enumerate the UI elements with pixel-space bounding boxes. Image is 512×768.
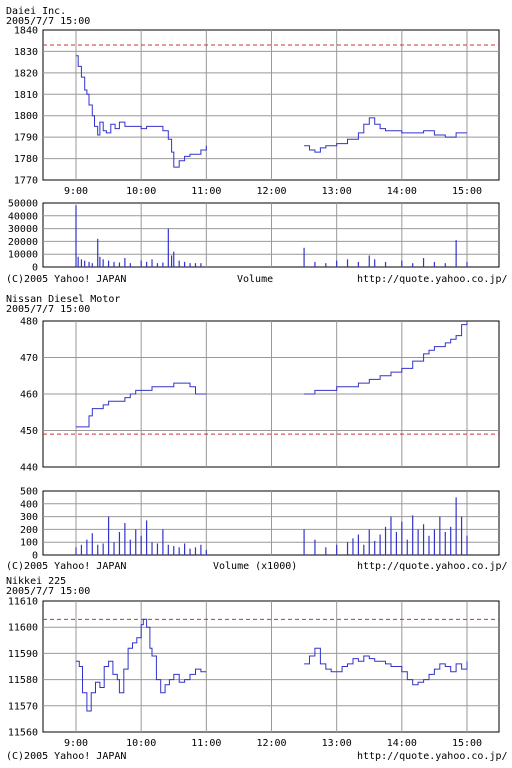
- y-tick-label: 1780: [14, 154, 38, 165]
- x-tick-label: 9:00: [64, 186, 88, 197]
- x-tick-label: 14:00: [387, 186, 417, 197]
- x-tick-label: 11:00: [191, 186, 221, 197]
- y-tick-label: 1810: [14, 90, 38, 101]
- daiei-price-chart: 9:00 10:00 11:00 12:00 13:00 14:00 15:00 1770 17…: [14, 26, 500, 197]
- y-tick-label: 1840: [14, 26, 38, 37]
- x-tick-label: 12:00: [256, 738, 286, 749]
- daiei-copyright: (C)2005 Yahoo! JAPAN: [6, 274, 126, 285]
- y-tick-label: 1790: [14, 133, 38, 144]
- x-tick-label: 13:00: [322, 186, 352, 197]
- x-tick-label: 14:00: [387, 738, 417, 749]
- y-tick-label: 30000: [8, 224, 38, 235]
- y-tick-label: 1820: [14, 68, 38, 79]
- x-tick-label: 12:00: [256, 186, 286, 197]
- nissan-price-chart: 440 450 460 470 480: [20, 317, 500, 474]
- y-tick-label: 200: [20, 525, 38, 536]
- y-tick-label: 20000: [8, 237, 38, 248]
- y-tick-label: 11560: [8, 728, 38, 739]
- price-line-segment: [304, 647, 468, 686]
- y-tick-label: 0: [32, 551, 38, 562]
- x-tick-label: 13:00: [322, 738, 352, 749]
- x-tick-label: 15:00: [452, 186, 482, 197]
- y-tick-label: 0: [32, 263, 38, 274]
- price-line-segment: [304, 117, 467, 153]
- daiei-timestamp: 2005/7/7 15:00: [6, 16, 90, 27]
- x-tick-label: 15:00: [452, 738, 482, 749]
- x-tick-label: 11:00: [191, 738, 221, 749]
- y-tick-label: 1830: [14, 47, 38, 58]
- y-tick-label: 100: [20, 538, 38, 549]
- daiei-volume-label: Volume: [237, 274, 273, 285]
- daiei-source-url[interactable]: http://quote.yahoo.co.jp/: [357, 274, 508, 285]
- y-tick-label: 450: [20, 426, 38, 437]
- price-line-segment: [304, 321, 468, 395]
- y-tick-label: 11610: [8, 597, 38, 608]
- y-tick-label: 480: [20, 317, 38, 328]
- nikkei-price-chart: 9:00 10:00 11:00 12:00 13:00 14:00 15:00 11560 1…: [8, 597, 500, 749]
- y-tick-label: 50000: [8, 199, 38, 210]
- y-tick-label: 300: [20, 512, 38, 523]
- y-tick-label: 1800: [14, 111, 38, 122]
- x-tick-label: 10:00: [126, 186, 156, 197]
- y-tick-label: 440: [20, 463, 38, 474]
- y-tick-label: 460: [20, 390, 38, 401]
- daiei-title: Daiei Inc.: [6, 6, 66, 17]
- x-tick-label: 9:00: [64, 738, 88, 749]
- nikkei-timestamp: 2005/7/7 15:00: [6, 586, 90, 597]
- y-tick-label: 500: [20, 487, 38, 498]
- nissan-source-url[interactable]: http://quote.yahoo.co.jp/: [357, 561, 508, 572]
- nissan-copyright: (C)2005 Yahoo! JAPAN: [6, 561, 126, 572]
- y-tick-label: 470: [20, 353, 38, 364]
- y-tick-label: 11580: [8, 675, 38, 686]
- nikkei-copyright: (C)2005 Yahoo! JAPAN: [6, 751, 126, 762]
- nikkei-title: Nikkei 225: [6, 576, 66, 587]
- price-line-segment: [76, 382, 207, 428]
- y-tick-label: 11600: [8, 623, 38, 634]
- y-tick-label: 11570: [8, 701, 38, 712]
- nissan-timestamp: 2005/7/7 15:00: [6, 304, 90, 315]
- y-tick-label: 10000: [8, 250, 38, 261]
- nikkei-source-url[interactable]: http://quote.yahoo.co.jp/: [357, 751, 508, 762]
- x-tick-label: 10:00: [126, 738, 156, 749]
- nissan-title: Nissan Diesel Motor: [6, 294, 120, 305]
- y-tick-label: 1770: [14, 176, 38, 187]
- y-tick-label: 400: [20, 499, 38, 510]
- nissan-volume-label: Volume (x1000): [213, 561, 297, 572]
- price-line-segment: [76, 55, 207, 168]
- y-tick-label: 40000: [8, 211, 38, 222]
- y-tick-label: 11590: [8, 649, 38, 660]
- price-line-segment: [76, 618, 207, 712]
